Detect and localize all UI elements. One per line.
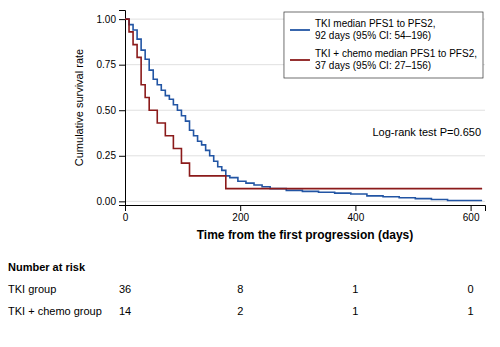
axis-line [126, 206, 486, 212]
tick-label: 400 [348, 212, 365, 223]
risk-table: Number at risk TKI group 36 8 1 0 TKI + chemo … [8, 261, 474, 317]
tick: 0.50 [97, 105, 125, 116]
tick-mark [119, 201, 125, 202]
x-axis-title: Time from the first progression (days) [197, 228, 414, 242]
axis-line [119, 11, 126, 206]
legend-swatch [290, 29, 310, 31]
risk-row-label: TKI + chemo group [8, 305, 102, 317]
risk-count: 14 [119, 305, 131, 317]
x-axis: 0 200 400 600 [123, 205, 486, 223]
tick-label: 1.00 [97, 14, 117, 25]
legend-frame [284, 12, 483, 78]
tick: 200 [232, 205, 249, 223]
tick-mark [471, 205, 472, 211]
legend-label: TKI median PFS1 to PFS2,92 days (95% CI:… [315, 18, 436, 41]
y-axis-title: Cumulative survival rate [73, 49, 85, 166]
tick: 400 [348, 205, 365, 223]
tick-label: 600 [463, 212, 480, 223]
tick-mark [119, 65, 125, 66]
risk-count: 36 [119, 283, 131, 295]
risk-row-label: TKI group [8, 283, 56, 295]
legend-label: TKI + chemo median PFS1 to PFS2,37 days … [315, 48, 477, 71]
tick: 0.00 [97, 196, 125, 207]
tick-label: 0.00 [97, 196, 117, 207]
tick-label: 200 [232, 212, 249, 223]
risk-count: 8 [237, 283, 243, 295]
tick-mark [240, 205, 241, 211]
tick-mark [119, 110, 125, 111]
tick-label: 0.50 [97, 105, 117, 116]
tick: 0.25 [97, 150, 125, 161]
tick: 600 [463, 205, 480, 223]
chart: 0 200 400 600 0.00 0.25 0.50 0.75 1.00 Time from … [0, 0, 500, 347]
tick-mark [119, 19, 125, 20]
risk-count: 2 [237, 305, 243, 317]
risk-count: 0 [468, 283, 474, 295]
risk-count: 1 [352, 283, 358, 295]
tick: 1.00 [97, 14, 125, 25]
legend-item: TKI median PFS1 to PFS2,92 days (95% CI:… [290, 18, 436, 41]
legend-item: TKI + chemo median PFS1 to PFS2,37 days … [290, 48, 477, 71]
tick-label: 0.75 [97, 59, 117, 70]
annotation: Log-rank test P=0.650 [372, 126, 481, 138]
tick-mark [355, 205, 356, 211]
tick-label: 0 [123, 212, 129, 223]
tick-label: 0.25 [97, 150, 117, 161]
grid-line [125, 201, 485, 202]
tick-mark [119, 156, 125, 157]
tick: 0.75 [97, 59, 125, 70]
tick: 0 [123, 205, 129, 223]
risk-count: 1 [468, 305, 474, 317]
y-axis: 0.00 0.25 0.50 0.75 1.00 [97, 11, 126, 208]
legend-swatch [290, 59, 310, 61]
risk-table-title: Number at risk [8, 261, 86, 273]
risk-count: 1 [352, 305, 358, 317]
legend: TKI median PFS1 to PFS2,92 days (95% CI:… [284, 12, 483, 78]
grid-line [125, 155, 485, 156]
